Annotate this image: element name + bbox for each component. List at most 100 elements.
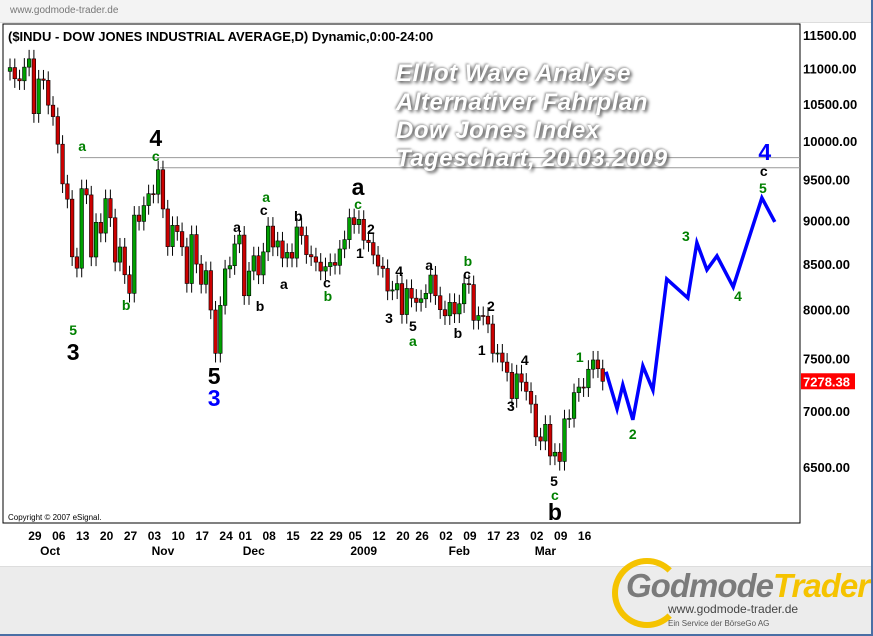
candle-body — [380, 265, 385, 269]
candle-body — [237, 234, 242, 245]
y-tick-label: 9000.00 — [803, 214, 850, 229]
wave-label: 3 — [67, 339, 80, 365]
x-tick-label: 05 — [348, 529, 362, 543]
candle-body — [352, 217, 357, 225]
candle-body — [466, 283, 471, 285]
x-tick-label: 13 — [76, 529, 90, 543]
month-label: Dec — [243, 544, 265, 558]
wave-label: a — [409, 333, 417, 349]
candle-body — [309, 254, 314, 258]
candle-body — [581, 386, 586, 389]
candle-body — [22, 66, 27, 82]
candle-body — [7, 67, 13, 72]
candle-body — [476, 315, 481, 321]
candle-body — [371, 242, 376, 256]
wave-label: c — [463, 266, 471, 282]
site-url[interactable]: www.godmode-trader.de — [10, 5, 119, 16]
candle-body — [160, 169, 166, 210]
month-label: 2009 — [350, 544, 377, 558]
wave-label: 4 — [758, 139, 771, 165]
logo[interactable]: GodmodeTrader — [626, 567, 870, 605]
y-tick-label: 7000.00 — [803, 404, 850, 419]
candle-body — [132, 214, 137, 294]
candle-body — [543, 424, 548, 442]
x-tick-label: 17 — [196, 529, 210, 543]
candle-body — [93, 222, 99, 258]
y-tick-label: 11000.00 — [803, 62, 857, 77]
wave-label: a — [262, 189, 270, 205]
candle-body — [356, 218, 362, 225]
candle-body — [246, 270, 252, 297]
y-tick-label: 11500.00 — [803, 28, 857, 43]
candle-body — [347, 217, 352, 240]
candle-body — [395, 283, 400, 291]
candle-body — [538, 436, 543, 442]
candle-body — [266, 225, 271, 253]
candle-body — [519, 373, 524, 383]
overlay-line-3: Dow Jones Index — [396, 117, 600, 144]
y-tick-label: 7500.00 — [803, 352, 850, 367]
wave-label: 2 — [629, 426, 637, 442]
candle-body — [375, 254, 381, 267]
candle-body — [184, 246, 189, 284]
wave-label: 3 — [682, 228, 690, 244]
wave-label: c — [354, 196, 362, 212]
candle-body — [141, 205, 146, 222]
candle-body — [74, 256, 80, 269]
wave-label: 5 — [409, 318, 417, 334]
candle-body — [423, 293, 428, 300]
wave-label: b — [256, 298, 265, 314]
candle-body — [495, 352, 500, 355]
candle-body — [122, 246, 127, 276]
overlay-line-1: Elliot Wave Analyse — [396, 60, 631, 87]
candle-body — [79, 188, 84, 269]
candle-body — [89, 194, 94, 258]
wave-label: a — [352, 174, 365, 200]
overlay-line-2: Alternativer Fahrplan — [396, 89, 648, 116]
candle-body — [98, 222, 103, 234]
month-label: Nov — [152, 544, 175, 558]
wave-label: c — [152, 148, 160, 164]
candle-body — [366, 239, 371, 243]
candle-body — [12, 67, 17, 80]
x-tick-label: 10 — [172, 529, 186, 543]
candle-body — [256, 255, 261, 276]
candle-body — [108, 198, 113, 219]
candle-body — [136, 214, 142, 222]
wave-label: 2 — [367, 221, 375, 237]
candle-body — [275, 240, 280, 248]
y-tick-label: 10000.00 — [803, 134, 857, 149]
candle-body — [289, 252, 295, 259]
candle-body — [567, 418, 572, 420]
candle-body — [576, 386, 581, 393]
candle-body — [399, 283, 405, 315]
candle-body — [600, 368, 605, 382]
candle-body — [60, 143, 65, 185]
wave-label: 2 — [487, 298, 495, 314]
candle-body — [189, 234, 194, 284]
copyright: Copyright © 2007 eSignal. — [8, 513, 102, 522]
x-tick-label: 15 — [286, 529, 300, 543]
candle-body — [562, 418, 567, 462]
logo-godmode: Godmode — [626, 567, 774, 604]
footer-url[interactable]: www.godmode-trader.de — [668, 602, 799, 616]
top-bar: www.godmode-trader.de — [0, 0, 871, 23]
candle-body — [70, 198, 75, 258]
y-tick-label: 8500.00 — [803, 257, 850, 272]
wave-label: a — [78, 138, 86, 154]
wave-label: 1 — [576, 349, 584, 365]
candle-body — [595, 359, 601, 370]
candle-body — [485, 315, 491, 325]
footer-tagline: Ein Service der BörseGo AG — [668, 619, 770, 628]
x-tick-label: 26 — [415, 529, 429, 543]
x-tick-label: 09 — [463, 529, 477, 543]
wave-label: 5 — [208, 363, 221, 389]
y-tick-label: 10500.00 — [803, 97, 857, 112]
candle-body — [50, 104, 56, 117]
candle-body — [385, 268, 390, 292]
candle-body — [175, 225, 180, 232]
candle-body — [113, 217, 118, 263]
candle-body — [514, 373, 519, 399]
x-tick-label: 01 — [239, 529, 253, 543]
